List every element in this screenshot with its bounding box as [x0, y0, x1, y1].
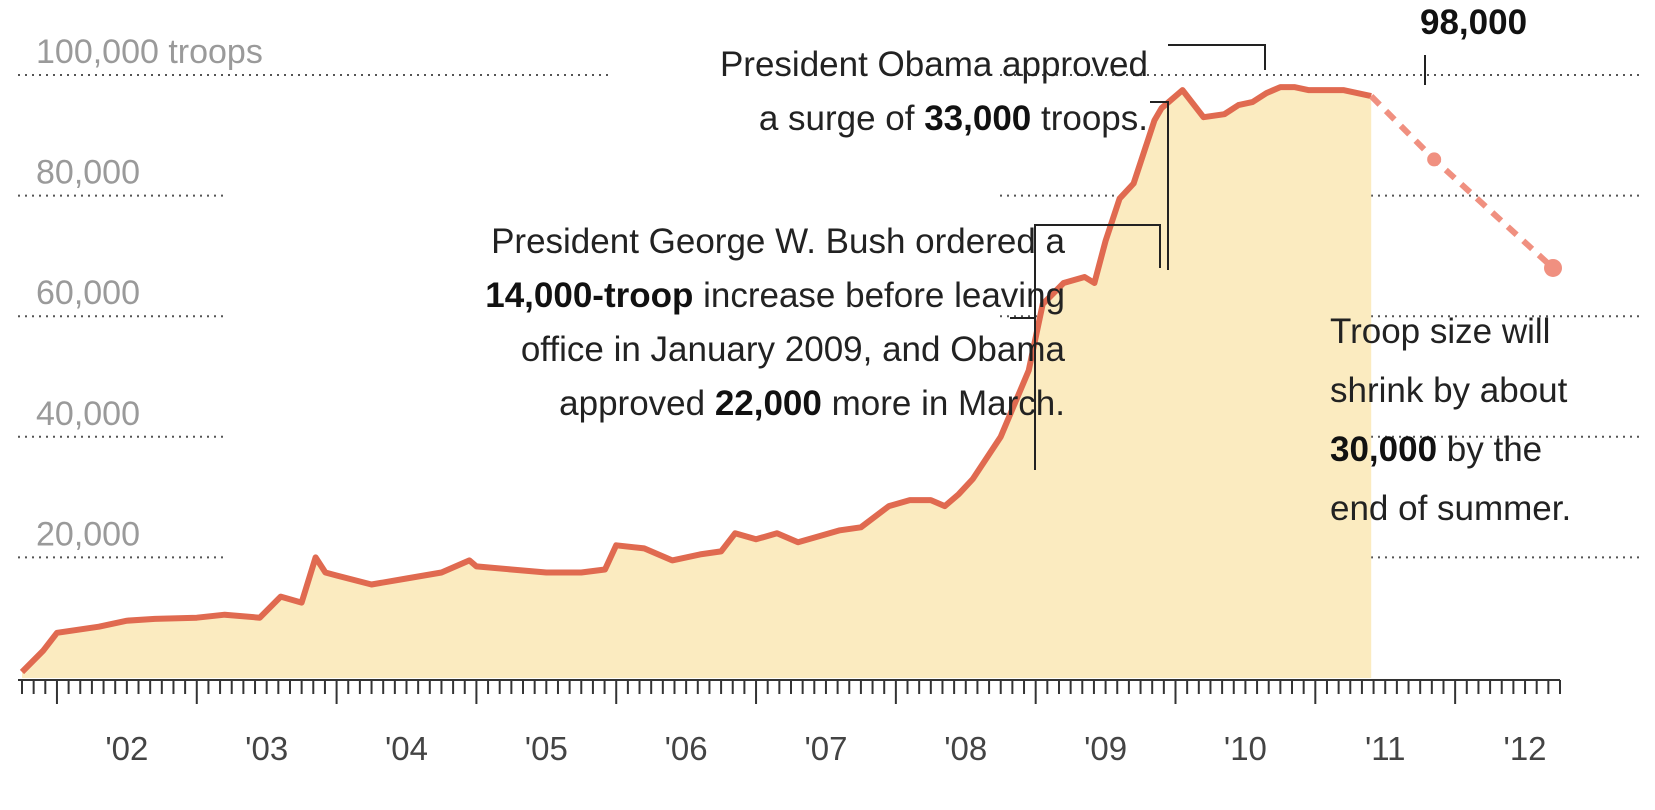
y-axis-labels: 100,000 troops 80,000 60,000 40,000 20,000 — [36, 33, 263, 553]
x-tick-label: '10 — [1224, 730, 1267, 767]
y-tick-label: 100,000 troops — [36, 33, 263, 71]
projection-points — [1427, 152, 1563, 277]
x-tick-label: '11 — [1365, 730, 1406, 767]
x-tick-label: '05 — [525, 730, 568, 767]
leader-line — [1010, 224, 1161, 319]
x-tick-label: '08 — [944, 730, 987, 767]
annotation-text: by the — [1437, 430, 1543, 469]
annotation-text: more in March. — [821, 384, 1065, 423]
annotation-text: shrink by about — [1330, 371, 1568, 410]
annotation-text: a surge of — [758, 99, 925, 138]
annotation-text: increase before leaving — [693, 276, 1065, 315]
x-tick-label: '02 — [105, 730, 148, 767]
x-tick-label: '04 — [385, 730, 428, 767]
y-tick-label: 40,000 — [36, 395, 140, 433]
peak-value-label: 98,000 — [1420, 3, 1528, 42]
annotation-highlight: 30,000 — [1330, 430, 1438, 469]
annotation-obama-surge: President Obama approved a surge of 33,0… — [720, 38, 1148, 146]
projection-series-line — [1369, 93, 1556, 271]
x-tick-label: '06 — [665, 730, 708, 767]
leader-line — [1168, 44, 1266, 70]
x-tick-label: '03 — [245, 730, 288, 767]
annotation-shrink: Troop size will shrink by about 30,000 b… — [1330, 302, 1571, 538]
annotation-bush-increase: President George W. Bush ordered a 14,00… — [485, 215, 1065, 431]
projection-point — [1427, 152, 1442, 167]
x-axis: '02 '03 '04 '05 '06 '07 '08 '09 '10 '11 '12 — [18, 679, 1561, 767]
x-tick-label: '07 — [804, 730, 847, 767]
annotation-highlight: 33,000 — [924, 99, 1032, 138]
y-tick-label: 60,000 — [36, 274, 140, 312]
annotation-highlight: 14,000-troop — [485, 276, 694, 315]
annotation-text: President George W. Bush ordered a — [491, 222, 1065, 261]
annotation-text: troops. — [1031, 99, 1148, 138]
annotation-text: approved — [559, 384, 715, 423]
annotation-text: office in January 2009, and Obama — [520, 330, 1065, 369]
annotation-highlight: 22,000 — [714, 384, 822, 423]
troop-area-fill — [22, 87, 1372, 679]
annotation-leaders — [1010, 44, 1426, 470]
leader-line — [1150, 101, 1169, 270]
x-tick-label: '09 — [1084, 730, 1127, 767]
annotation-text: President Obama approved — [719, 45, 1148, 84]
x-tick-label: '12 — [1504, 730, 1547, 767]
annotation-text: Troop size will — [1330, 312, 1551, 351]
projection-point — [1544, 258, 1563, 277]
y-tick-label: 80,000 — [36, 154, 140, 192]
y-tick-label: 20,000 — [36, 515, 140, 553]
troop-series-line — [19, 84, 1372, 675]
annotation-text: end of summer. — [1330, 489, 1572, 528]
